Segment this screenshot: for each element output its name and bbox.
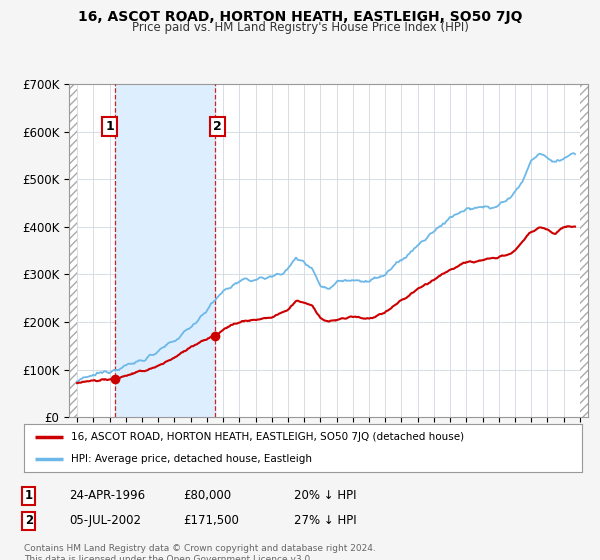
Text: 2: 2: [25, 514, 33, 528]
Text: 20% ↓ HPI: 20% ↓ HPI: [294, 489, 356, 502]
Bar: [115, 84, 215, 417]
Text: 2: 2: [213, 120, 222, 133]
Text: £80,000: £80,000: [183, 489, 231, 502]
Text: Price paid vs. HM Land Registry's House Price Index (HPI): Price paid vs. HM Land Registry's House …: [131, 21, 469, 34]
Text: 24-APR-1996: 24-APR-1996: [69, 489, 145, 502]
Text: HPI: Average price, detached house, Eastleigh: HPI: Average price, detached house, East…: [71, 454, 313, 464]
Text: 16, ASCOT ROAD, HORTON HEATH, EASTLEIGH, SO50 7JQ: 16, ASCOT ROAD, HORTON HEATH, EASTLEIGH,…: [78, 10, 522, 24]
Text: 16, ASCOT ROAD, HORTON HEATH, EASTLEIGH, SO50 7JQ (detached house): 16, ASCOT ROAD, HORTON HEATH, EASTLEIGH,…: [71, 432, 464, 442]
Bar: [69, 84, 77, 417]
Text: £171,500: £171,500: [183, 514, 239, 528]
Text: 1: 1: [106, 120, 114, 133]
Text: Contains HM Land Registry data © Crown copyright and database right 2024.
This d: Contains HM Land Registry data © Crown c…: [24, 544, 376, 560]
Text: 27% ↓ HPI: 27% ↓ HPI: [294, 514, 356, 528]
Text: 05-JUL-2002: 05-JUL-2002: [69, 514, 141, 528]
Text: 1: 1: [25, 489, 33, 502]
Bar: [580, 84, 588, 417]
